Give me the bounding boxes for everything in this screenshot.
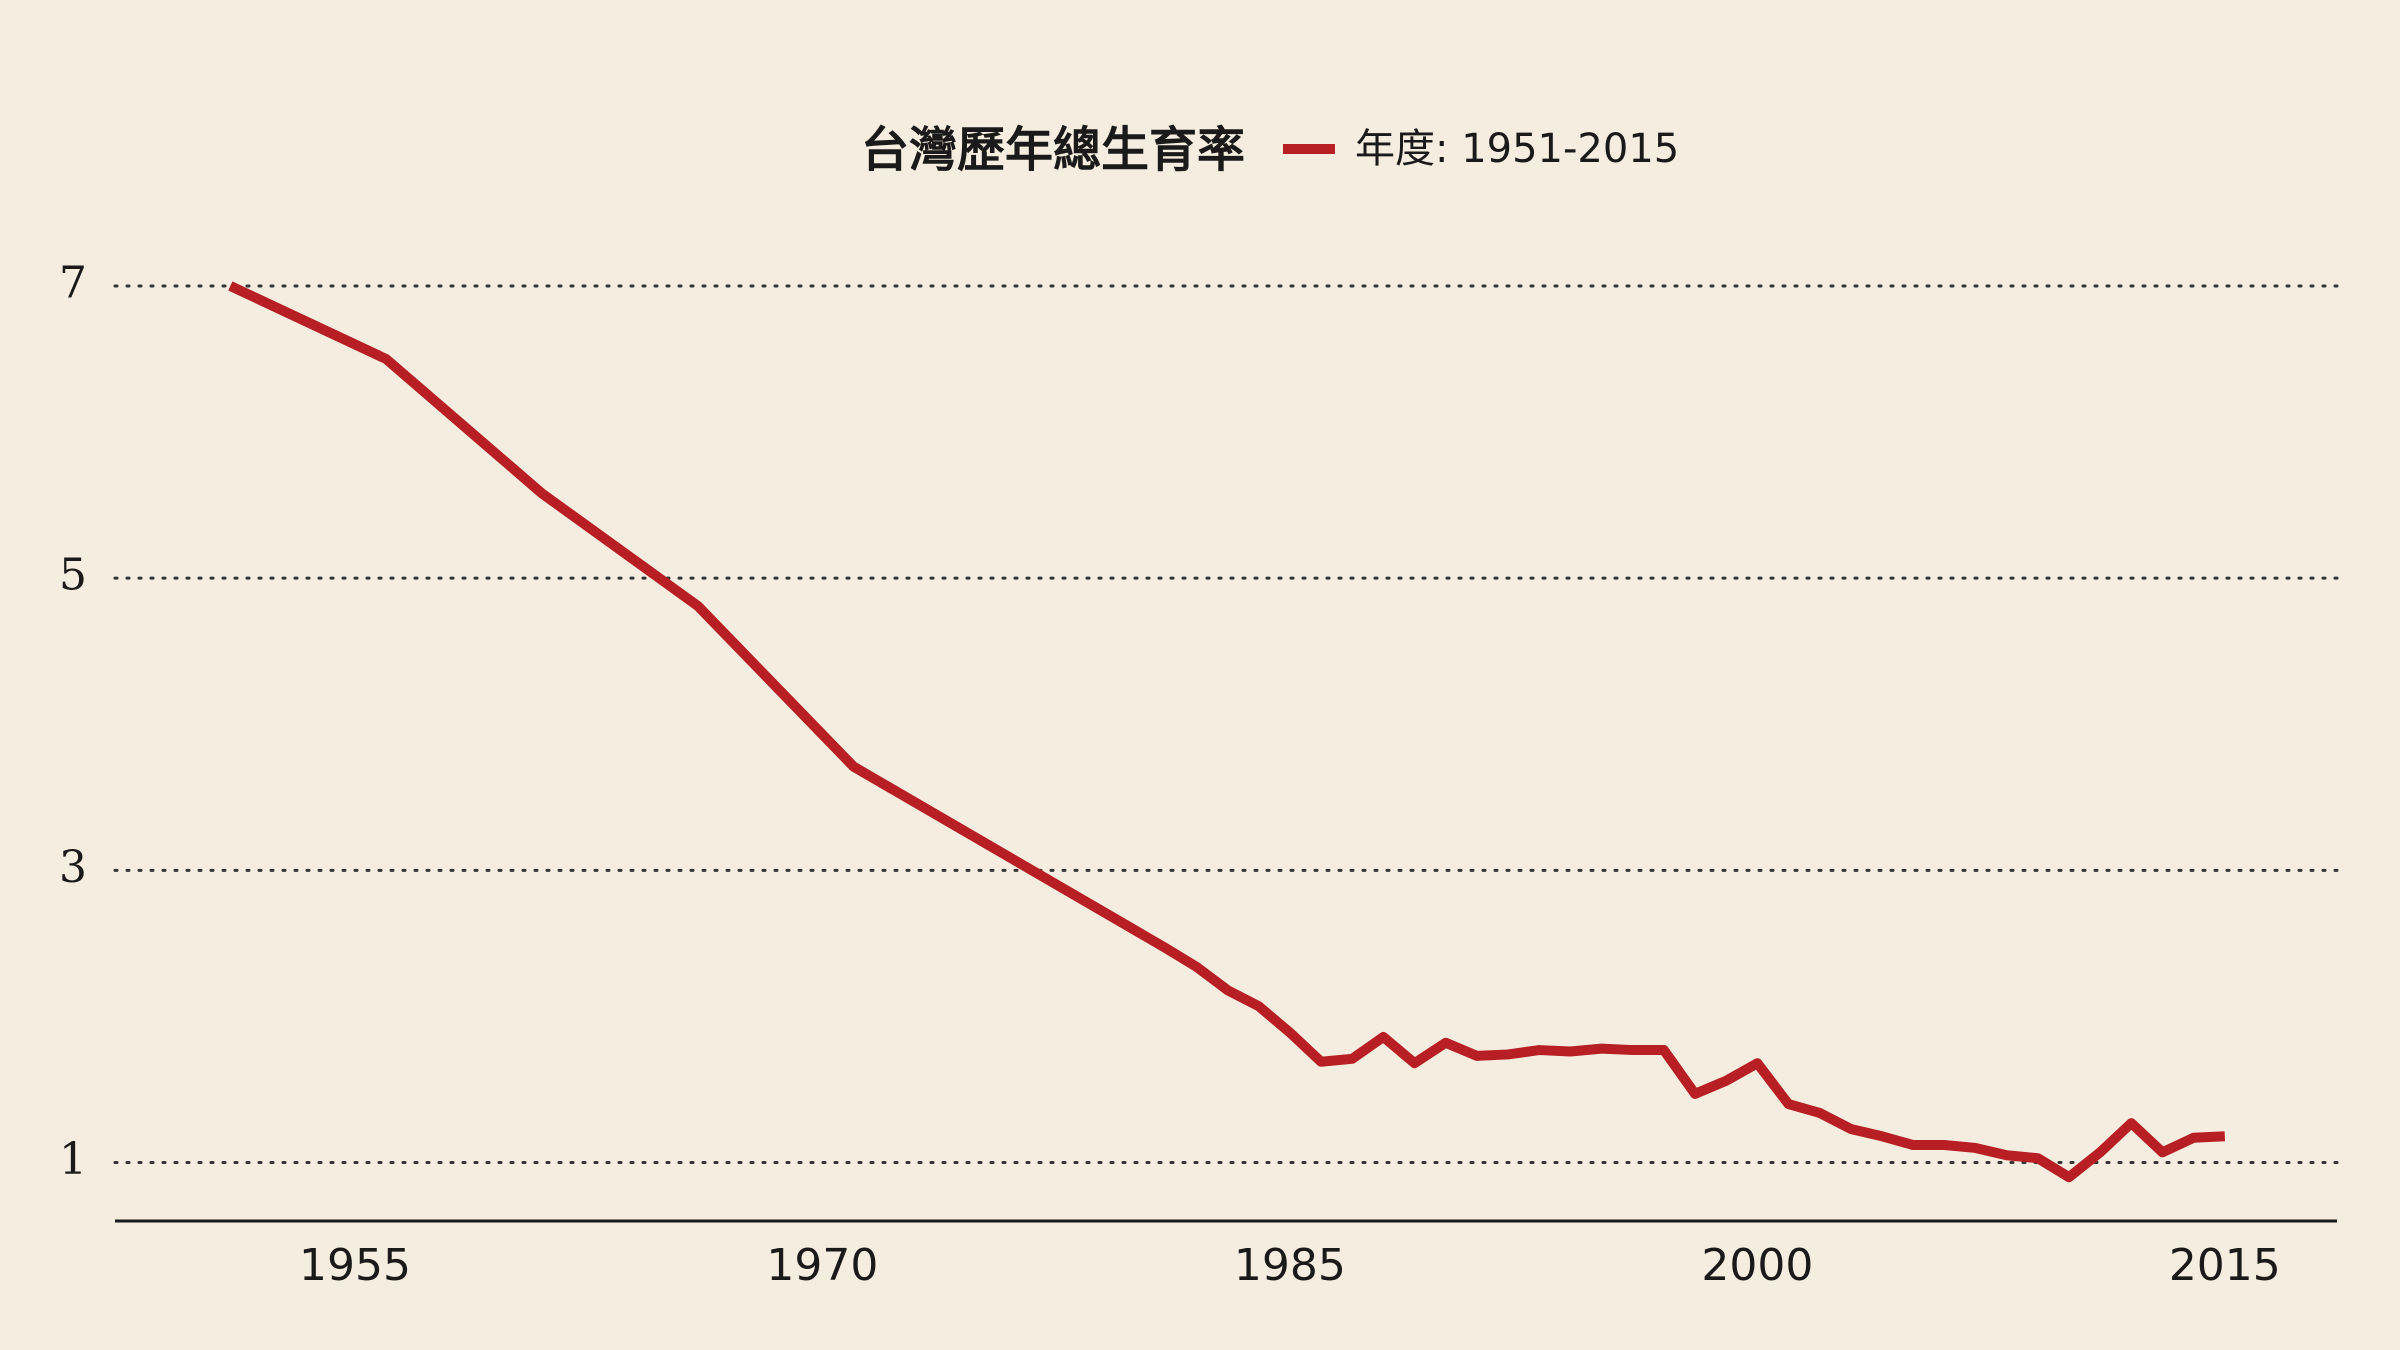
x-tick-label: 1970 [766, 1240, 878, 1291]
x-tick-label: 2015 [2169, 1240, 2281, 1291]
x-tick-label: 2000 [1701, 1240, 1813, 1291]
y-tick-label: 5 [59, 550, 87, 601]
y-tick-label: 1 [59, 1134, 87, 1185]
x-tick-label: 1955 [299, 1240, 411, 1291]
legend-label: 年度: 1951-2015 [1355, 126, 1679, 172]
x-tick-label: 1985 [1234, 1240, 1346, 1291]
y-tick-label: 3 [59, 842, 87, 893]
y-tick-label: 7 [59, 257, 87, 308]
data-line [228, 281, 2226, 1183]
chart-title: 台灣歷年總生育率 [861, 122, 1245, 178]
